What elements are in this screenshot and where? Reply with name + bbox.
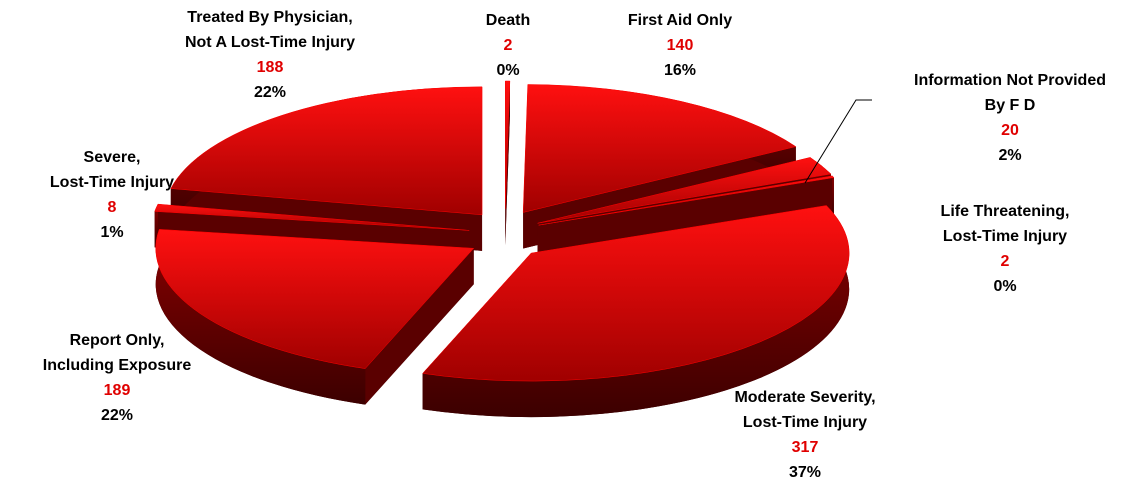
pie (154, 80, 850, 418)
count-label: 20 (1001, 122, 1019, 139)
leader-line (804, 99, 872, 184)
slice-label: Report Only, Including Exposure (43, 332, 192, 374)
slice-label: Death (486, 12, 530, 29)
percent-label: 0% (993, 278, 1016, 295)
slice-wall (365, 248, 474, 405)
slice (505, 80, 511, 246)
percent-label: 37% (789, 464, 821, 481)
slice-wall (505, 81, 510, 246)
percent-label: 1% (100, 224, 123, 241)
percent-label: 16% (664, 62, 696, 79)
slice-label: Moderate Severity, Lost-Time Injury (734, 389, 875, 431)
label-line: Lost-Time Injury (943, 228, 1067, 245)
label-line: Information Not Provided (914, 72, 1106, 89)
labels: Death 2 0% First Aid Only 140 16% Information … (43, 9, 1106, 481)
slice (154, 203, 470, 231)
slice-side (155, 229, 366, 405)
slice-label: Life Threatening, Lost-Time Injury (941, 203, 1070, 245)
percent-label: 22% (254, 84, 286, 101)
label-line: Moderate Severity, (734, 389, 875, 406)
slice (422, 205, 850, 382)
count-label: 317 (792, 439, 819, 456)
count-label: 140 (667, 37, 694, 54)
label-line: Life Threatening, (941, 203, 1070, 220)
count-label: 8 (108, 199, 117, 216)
label-line: Lost-Time Injury (743, 414, 867, 431)
label-line: Severe, (84, 149, 141, 166)
slice (522, 84, 797, 213)
count-label: 2 (1001, 253, 1010, 270)
label-line: First Aid Only (628, 12, 732, 29)
slice (155, 229, 475, 369)
label-line: Death (486, 12, 530, 29)
count-label: 2 (504, 37, 513, 54)
slice (170, 86, 483, 216)
label-line: Including Exposure (43, 357, 192, 374)
percent-label: 2% (998, 147, 1021, 164)
slice (537, 157, 832, 224)
slice-side (422, 205, 850, 418)
slice-label: Treated By Physician, Not A Lost-Time Inj… (185, 9, 355, 51)
slice-label: Information Not Provided By F D (914, 72, 1106, 114)
percent-label: 22% (101, 407, 133, 424)
slice (155, 229, 475, 405)
count-label: 188 (257, 59, 284, 76)
slice-side (832, 175, 834, 214)
label-line: Lost-Time Injury (50, 174, 174, 191)
percent-label: 0% (496, 62, 519, 79)
slice-label: Severe, Lost-Time Injury (50, 149, 174, 191)
label-line: By F D (985, 97, 1036, 114)
label-line: Not A Lost-Time Injury (185, 34, 355, 51)
slice (422, 205, 850, 418)
slice-label: First Aid Only (628, 12, 732, 29)
count-label: 189 (104, 382, 131, 399)
slice (505, 80, 511, 210)
label-line: Treated By Physician, (187, 9, 352, 26)
slice (538, 175, 835, 226)
label-line: Report Only, (70, 332, 165, 349)
